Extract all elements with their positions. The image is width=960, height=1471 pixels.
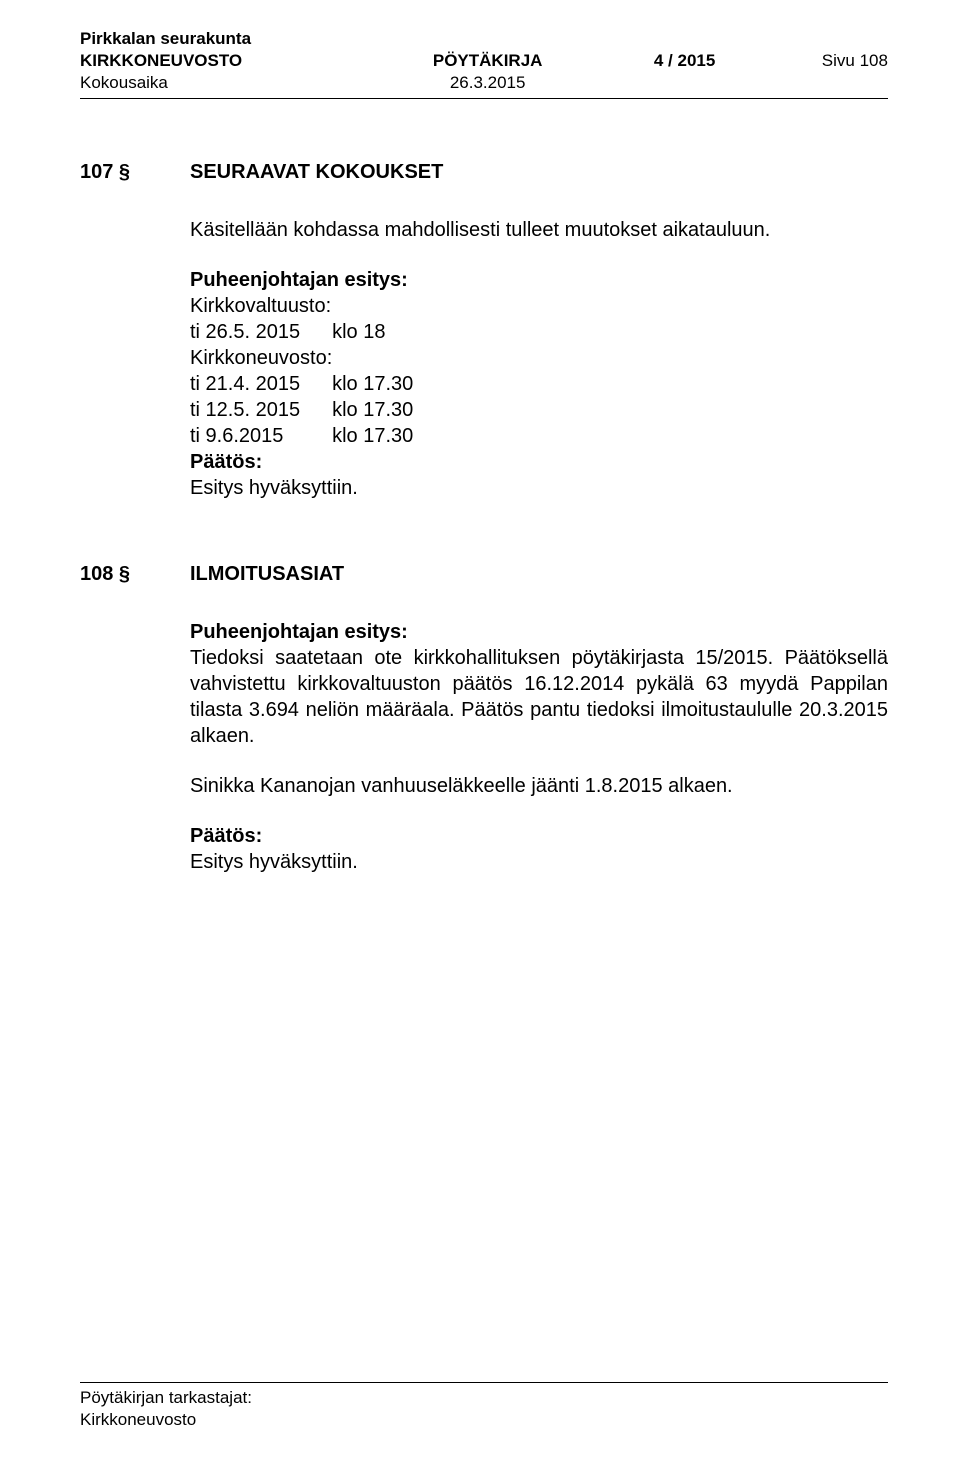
- section-107: 107 § SEURAAVAT KOKOUKSET Käsitellään ko…: [80, 159, 888, 501]
- table-row: ti 21.4. 2015 klo 17.30: [190, 371, 445, 397]
- section-107-body: SEURAAVAT KOKOUKSET Käsitellään kohdassa…: [190, 159, 888, 501]
- proposal-label-108: Puheenjohtajan esitys:: [190, 619, 888, 645]
- section-107-number: 107 §: [80, 159, 190, 501]
- kn-date-1: ti 12.5. 2015: [190, 397, 332, 423]
- section-108-body: ILMOITUSASIAT Puheenjohtajan esitys: Tie…: [190, 561, 888, 875]
- kn-time-1: klo 17.30: [332, 397, 445, 423]
- section-107-intro: Käsitellään kohdassa mahdollisesti tulle…: [190, 217, 888, 243]
- header-doctype: PÖYTÄKIRJA: [363, 50, 613, 72]
- page-footer: Pöytäkirjan tarkastajat: Kirkkoneuvosto: [80, 1382, 888, 1431]
- proposal-label: Puheenjohtajan esitys:: [190, 267, 888, 293]
- decision-text-107: Esitys hyväksyttiin.: [190, 475, 888, 501]
- header-docnum: 4 / 2015: [615, 50, 715, 72]
- header-org: Pirkkalan seurakunta: [80, 28, 888, 50]
- footer-rule: [80, 1382, 888, 1383]
- section-108-para1: Tiedoksi saatetaan ote kirkkohallituksen…: [190, 645, 888, 749]
- header-row-2: KIRKKONEUVOSTO PÖYTÄKIRJA 4 / 2015 Sivu …: [80, 50, 888, 72]
- kn-time-0: klo 17.30: [332, 371, 445, 397]
- header-body: KIRKKONEUVOSTO: [80, 50, 360, 72]
- section-108-para2: Sinikka Kananojan vanhuuseläkkeelle jään…: [190, 773, 888, 799]
- decision-label-107: Päätös:: [190, 449, 888, 475]
- kn-date-2: ti 9.6.2015: [190, 423, 332, 449]
- decision-text-108: Esitys hyväksyttiin.: [190, 849, 888, 875]
- kn-schedule: ti 21.4. 2015 klo 17.30 ti 12.5. 2015 kl…: [190, 371, 445, 449]
- table-row: ti 9.6.2015 klo 17.30: [190, 423, 445, 449]
- header-page: Sivu 108: [718, 50, 888, 72]
- section-107-proposal: Puheenjohtajan esitys: Kirkkovaltuusto: …: [190, 267, 888, 501]
- section-107-title: SEURAAVAT KOKOUKSET: [190, 159, 888, 185]
- header-spacer2: [718, 72, 888, 94]
- kv-time-0: klo 18: [332, 319, 417, 345]
- header-spacer1: [615, 72, 715, 94]
- table-row: ti 26.5. 2015 klo 18: [190, 319, 417, 345]
- header-rule: [80, 98, 888, 99]
- section-108-title: ILMOITUSASIAT: [190, 561, 888, 587]
- section-108-number: 108 §: [80, 561, 190, 875]
- kv-date-0: ti 26.5. 2015: [190, 319, 332, 345]
- decision-label-108: Päätös:: [190, 823, 888, 849]
- kn-date-0: ti 21.4. 2015: [190, 371, 332, 397]
- kv-label: Kirkkovaltuusto:: [190, 293, 888, 319]
- footer-line2: Kirkkoneuvosto: [80, 1409, 888, 1431]
- table-row: ti 12.5. 2015 klo 17.30: [190, 397, 445, 423]
- kn-label: Kirkkoneuvosto:: [190, 345, 888, 371]
- section-108: 108 § ILMOITUSASIAT Puheenjohtajan esity…: [80, 561, 888, 875]
- kv-schedule: ti 26.5. 2015 klo 18: [190, 319, 417, 345]
- header-meeting-label: Kokousaika: [80, 72, 360, 94]
- header-meeting-date: 26.3.2015: [363, 72, 613, 94]
- kn-time-2: klo 17.30: [332, 423, 445, 449]
- footer-line1: Pöytäkirjan tarkastajat:: [80, 1387, 888, 1409]
- header-row-3: Kokousaika 26.3.2015: [80, 72, 888, 94]
- document-header: Pirkkalan seurakunta KIRKKONEUVOSTO PÖYT…: [80, 28, 888, 99]
